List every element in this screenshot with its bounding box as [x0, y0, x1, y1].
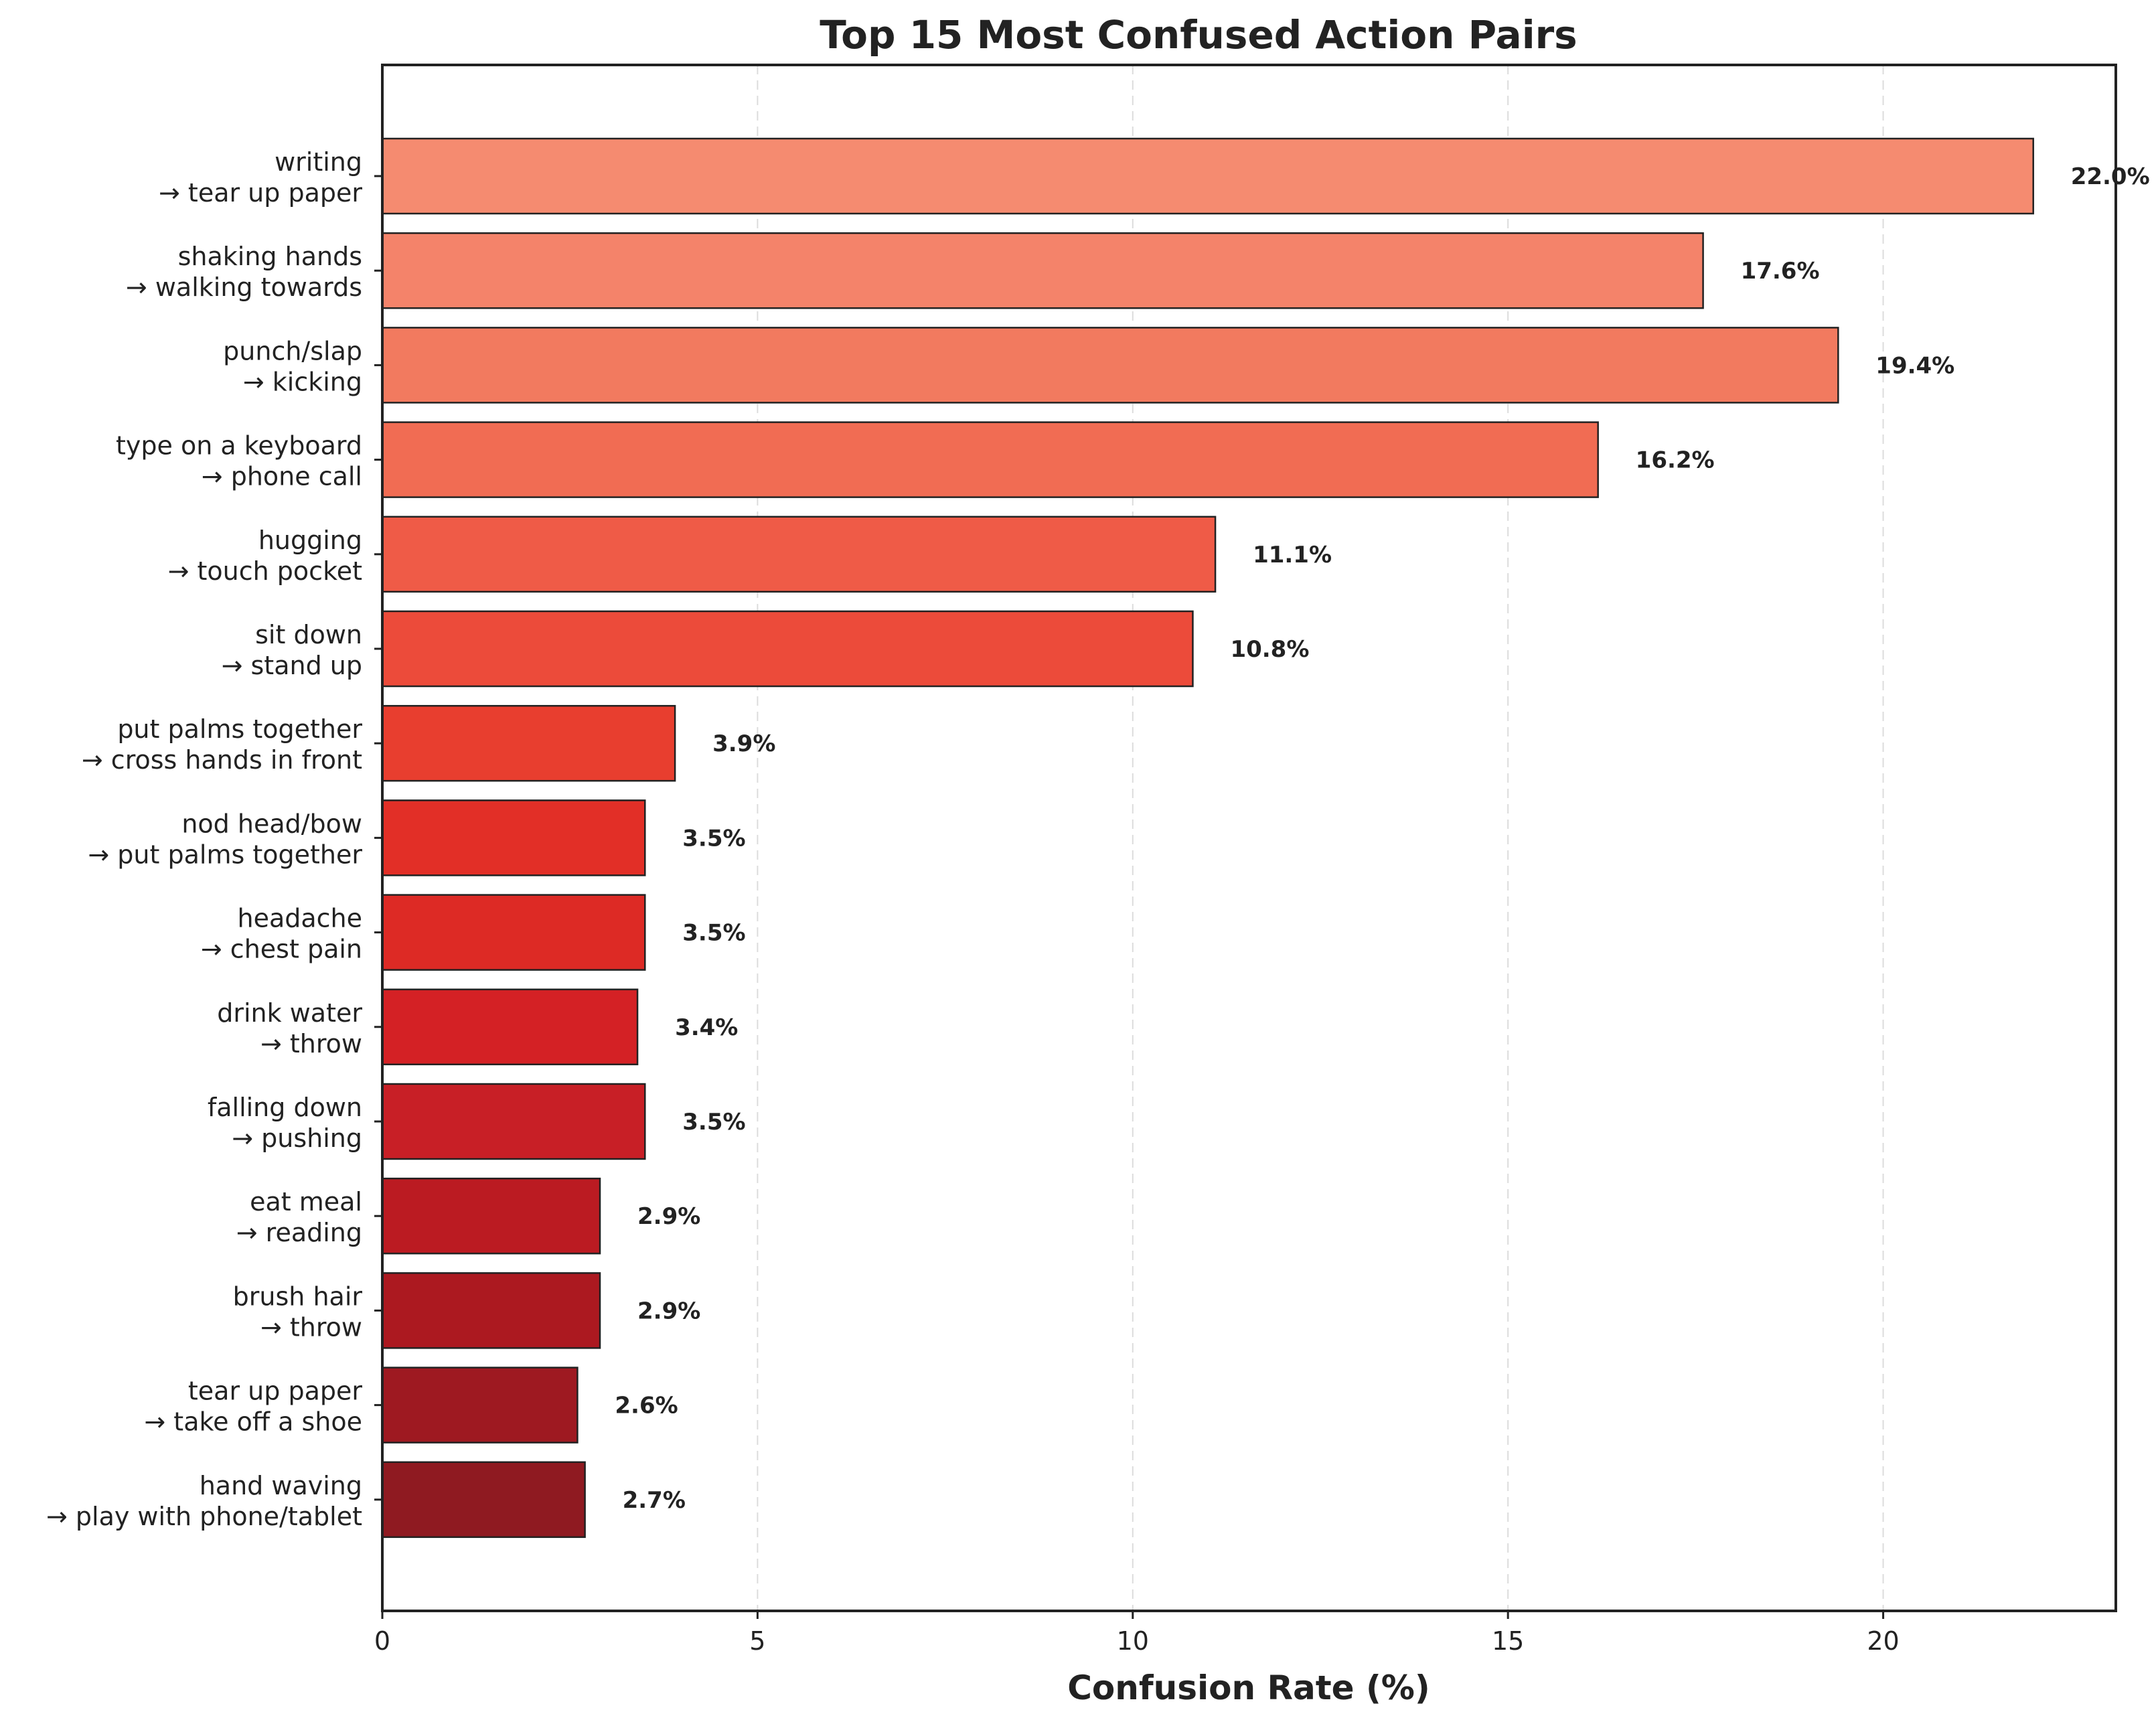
bar [381, 137, 2034, 215]
category-label-line1: drink water [217, 998, 362, 1028]
category-label-line1: put palms together [117, 714, 362, 744]
value-labels: 22.0% 17.6% 19.4% 16.2% 11.1% 10.8% 3.9% 3.5% 3.… [615, 163, 2149, 1514]
value-label: 19.4% [1875, 352, 1954, 379]
x-tick-label: 0 [374, 1626, 390, 1656]
category-label-line1: shaking hands [178, 242, 362, 271]
category-label-line1: tear up paper [188, 1377, 362, 1406]
category-label-line1: type on a keyboard [116, 431, 362, 461]
category-label-line2: → reading [236, 1218, 362, 1247]
bar [381, 1367, 579, 1444]
bar [381, 421, 1599, 498]
category-label-line2: → kicking [243, 367, 362, 396]
category-label-line2: → tear up paper [159, 178, 362, 208]
bar [381, 516, 1217, 593]
bar [381, 610, 1194, 688]
value-label: 3.5% [682, 1109, 745, 1136]
category-label-line2: → play with phone/tablet [46, 1502, 362, 1531]
plot-frame [381, 64, 2117, 1612]
gridlines [757, 65, 1884, 1611]
bar [381, 1461, 586, 1539]
category-label-line1: nod head/bow [181, 809, 362, 838]
value-label: 11.1% [1253, 542, 1332, 568]
value-label: 22.0% [2071, 163, 2150, 190]
category-label-line1: headache [237, 904, 362, 933]
category-label-line2: → walking towards [126, 272, 362, 302]
chart-title: Top 15 Most Confused Action Pairs [820, 12, 1577, 58]
bar [381, 1272, 601, 1349]
bar [381, 704, 676, 782]
category-label-line1: hand waving [200, 1471, 362, 1500]
category-label-line2: → chest pain [201, 935, 362, 964]
category-label-line1: falling down [208, 1093, 362, 1122]
category-label-line2: → stand up [222, 651, 362, 680]
value-label: 2.9% [637, 1298, 700, 1324]
category-label-line2: → put palms together [88, 840, 362, 869]
value-label: 3.9% [712, 730, 775, 757]
x-axis-ticks: 0 5 10 15 20 [374, 1611, 1900, 1656]
x-tick-label: 20 [1867, 1626, 1899, 1656]
category-label-line1: sit down [255, 620, 362, 649]
category-label-line2: → phone call [202, 462, 362, 491]
value-label: 2.6% [615, 1393, 678, 1419]
value-label: 17.6% [1741, 258, 1820, 285]
category-label-line2: → throw [260, 1312, 362, 1342]
bar [381, 799, 646, 876]
x-tick-label: 5 [749, 1626, 765, 1656]
value-label: 2.9% [637, 1203, 700, 1230]
category-label-line1: eat meal [250, 1187, 362, 1217]
value-label: 3.5% [682, 920, 745, 947]
category-label-line1: writing [275, 147, 362, 177]
bar [381, 894, 646, 971]
bar [381, 1177, 601, 1255]
value-label: 2.7% [623, 1487, 686, 1514]
category-label-line2: → throw [260, 1029, 362, 1059]
value-label: 16.2% [1636, 447, 1715, 474]
bar [381, 327, 1839, 404]
category-label-line2: → touch pocket [168, 556, 362, 586]
category-labels: writing→ tear up paper shaking hands→ wal… [46, 147, 382, 1531]
category-label-line1: punch/slap [223, 336, 362, 366]
x-tick-label: 15 [1492, 1626, 1524, 1656]
x-axis-label: Confusion Rate (%) [1067, 1668, 1430, 1707]
value-label: 10.8% [1230, 636, 1309, 663]
bars [381, 137, 2034, 1539]
category-label-line2: → cross hands in front [82, 745, 362, 775]
category-label-line1: hugging [258, 526, 362, 555]
category-label-line2: → take off a shoe [144, 1407, 362, 1437]
value-label: 3.5% [682, 825, 745, 852]
x-tick-label: 10 [1117, 1626, 1149, 1656]
bar [381, 988, 639, 1066]
value-label: 3.4% [675, 1014, 738, 1041]
bar [381, 232, 1704, 309]
category-label-line1: brush hair [233, 1281, 363, 1311]
category-label-line2: → pushing [232, 1123, 362, 1153]
bar [381, 1083, 646, 1160]
